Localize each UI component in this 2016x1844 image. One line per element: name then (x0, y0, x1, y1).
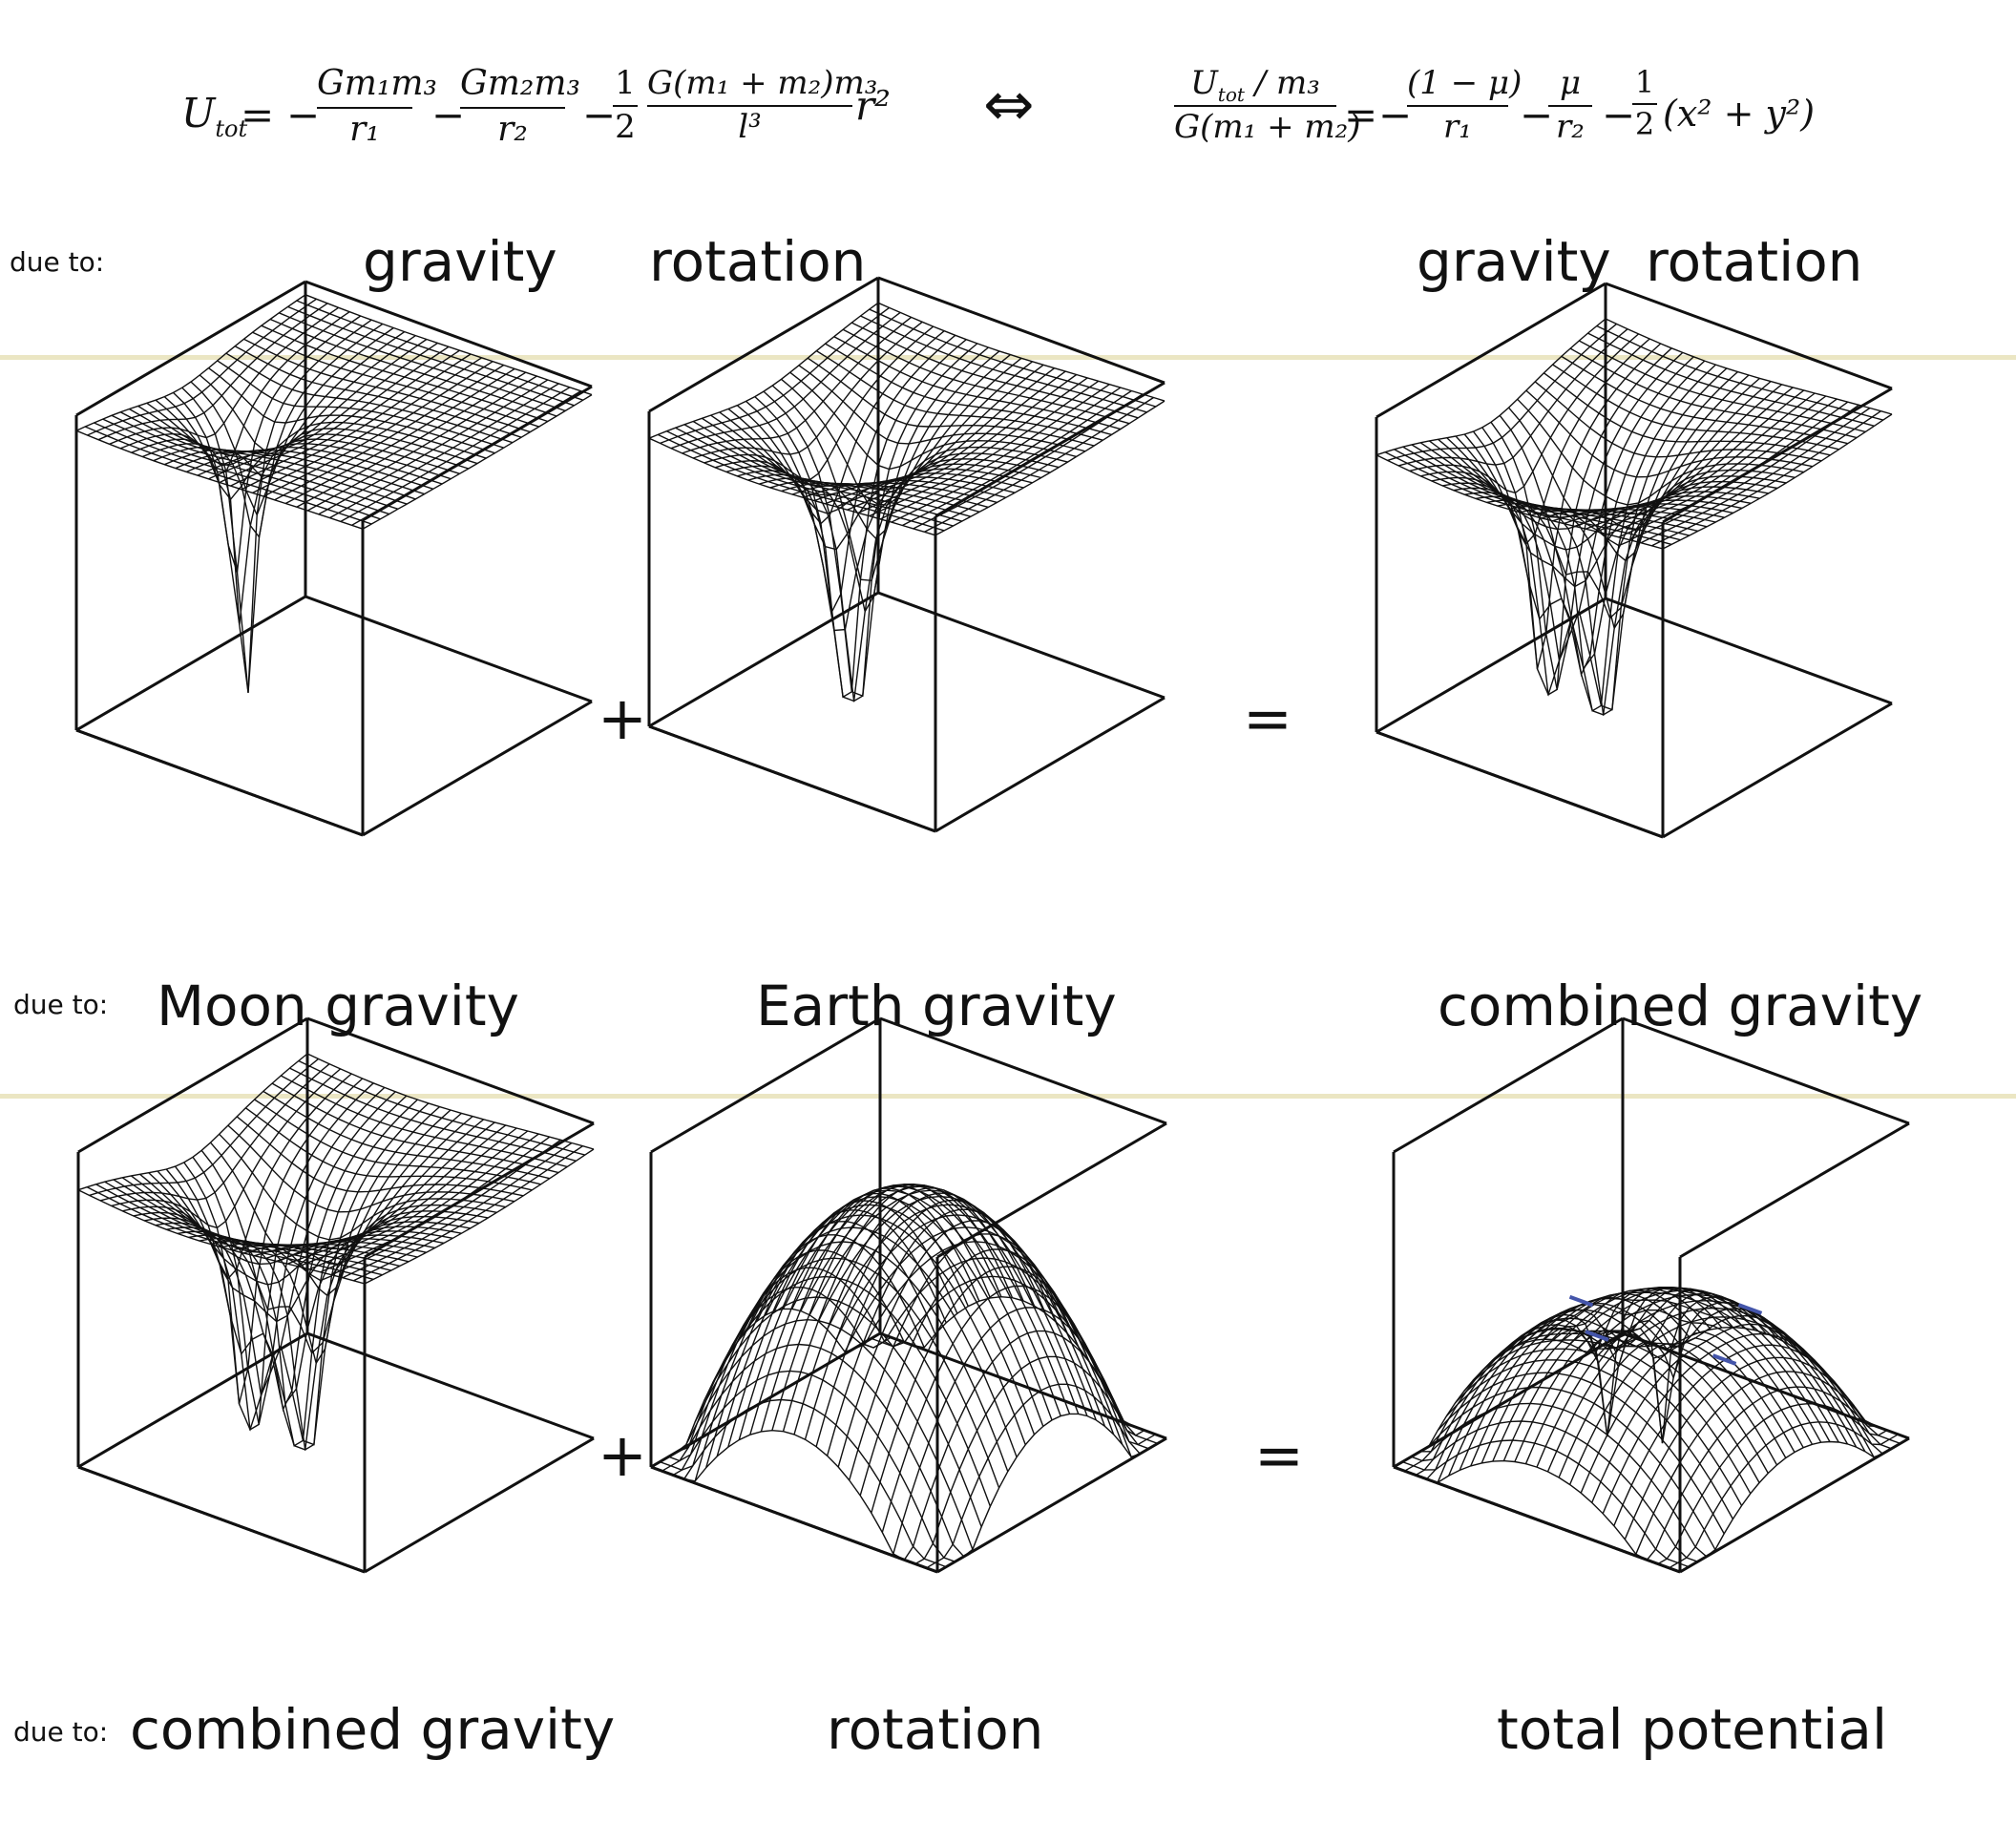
eq-right-lhs-num-sub: tot (1218, 83, 1245, 106)
eq-left-equals: = (241, 95, 274, 136)
plot-rotation (661, 1166, 1157, 1682)
eq-right-term3-coef-num: 1 (1632, 67, 1657, 97)
box-edge-front (649, 726, 935, 831)
box-edge (1394, 1018, 1623, 1152)
surface-mesh (651, 1184, 1166, 1572)
surface-mesh (78, 1054, 594, 1450)
caption-total-potential: total potential (1497, 1697, 1887, 1762)
eq-left-term3: G(m₁ + m₂)m₃ l³ (647, 67, 852, 143)
box-edge (1376, 283, 1606, 417)
eq-left-term3-coef-num: 1 (613, 67, 638, 99)
surface-mesh (1394, 1288, 1909, 1572)
plot-combined-gravity-bottom (88, 1166, 584, 1682)
due-to-label-middle: due to: (13, 989, 108, 1020)
eq-left-term1-num: Gm₁m₃ (317, 67, 412, 101)
box-edge (1680, 1123, 1909, 1257)
label-rotation-left: rotation (649, 229, 866, 294)
eq-right-term3-coef-den: 2 (1632, 109, 1657, 139)
box-edge (1663, 703, 1892, 837)
box-edge (76, 597, 305, 730)
box-edge (878, 593, 1165, 698)
equivalence-arrow: ⇔ (983, 74, 1035, 136)
eq-left-term3-sign: − (582, 95, 616, 136)
box-edge (1606, 283, 1892, 388)
caption-combined-gravity-middle: combined gravity (1438, 974, 1922, 1038)
eq-left-term2-num: Gm₂m₃ (460, 67, 565, 101)
equals-operator-middle: = (1243, 683, 1292, 753)
box-edge-front (1376, 732, 1663, 837)
eq-right-term3-sign: − (1602, 95, 1635, 136)
eq-right-term1: (1 − μ) r₁ (1407, 67, 1508, 143)
surface-mesh (649, 303, 1165, 701)
eq-left-term1: Gm₁m₃ r₁ (317, 67, 412, 147)
box-edge (935, 698, 1165, 831)
plus-operator-middle: + (598, 683, 647, 753)
surface-mesh (1376, 319, 1892, 715)
eq-right-term2: μ r₂ (1548, 67, 1592, 143)
divider-middle (0, 1094, 2016, 1099)
eq-right-term3-coef: 1 2 (1632, 67, 1657, 139)
eq-right-term2-den: r₂ (1548, 111, 1592, 143)
plot-earth-gravity (659, 426, 1155, 941)
label-gravity-right: gravity (1417, 229, 1611, 294)
box-edge (1606, 598, 1892, 703)
eq-right-term1-den: r₁ (1407, 111, 1508, 143)
box-edge-front (76, 730, 363, 835)
eq-right-term1-num: (1 − μ) (1407, 67, 1508, 99)
box-edge-front (651, 1467, 937, 1572)
eq-left-term3-coef: 1 2 (613, 67, 638, 143)
eq-left-term3-coef-den: 2 (613, 111, 638, 143)
box-edge (651, 1018, 880, 1152)
box-edge (78, 1018, 307, 1152)
box-edge-front (78, 1467, 365, 1572)
eq-left-term3-tail: r² (855, 86, 891, 126)
eq-left-term1-sign: − (286, 95, 320, 136)
due-to-label-bottom: due to: (13, 1716, 108, 1748)
box-edge (76, 282, 305, 415)
box-edge (305, 597, 592, 702)
box-edge-front (1394, 1467, 1680, 1572)
eq-right-lhs-num: U (1190, 64, 1218, 102)
caption-earth-gravity: Earth gravity (756, 974, 1117, 1038)
eq-right-lhs-num-tail: / m₃ (1245, 64, 1320, 102)
due-to-label-top: due to: (10, 246, 104, 278)
plot-moon-gravity (86, 430, 582, 945)
eq-right-term3-tail: (x² + y²) (1663, 95, 1815, 132)
label-gravity-left: gravity (363, 229, 557, 294)
eq-right-term2-num: μ (1548, 67, 1592, 99)
eq-left-term2-den: r₂ (460, 113, 565, 147)
equals-operator-bottom: = (1254, 1420, 1304, 1490)
eq-left-term1-den: r₁ (317, 113, 412, 147)
eq-left-term2: Gm₂m₃ r₂ (460, 67, 565, 147)
plus-operator-bottom: + (598, 1420, 647, 1490)
caption-combined-gravity-bottom: combined gravity (130, 1697, 615, 1762)
box-edge (365, 1438, 594, 1572)
eq-right-equals: = (1344, 95, 1377, 136)
eq-left-term3-num: G(m₁ + m₂)m₃ (647, 67, 852, 99)
eq-left-lhs: U (181, 90, 215, 136)
eq-left-term3-den: l³ (647, 111, 852, 143)
box-edge (363, 702, 592, 835)
label-rotation-right: rotation (1646, 229, 1862, 294)
plot-total-potential (1403, 1166, 1900, 1682)
box-edge (307, 1333, 594, 1438)
equation-left: Utot = − Gm₁m₃ r₁ − Gm₂m₃ r₂ − 1 2 G(m₁ … (181, 57, 907, 172)
plot-combined-gravity-middle (1386, 431, 1882, 947)
caption-rotation: rotation (827, 1697, 1043, 1762)
equation-right: Utot / m₃ G(m₁ + m₂) = − (1 − μ) r₁ − μ … (1174, 57, 1795, 172)
eq-right-lhs-den: G(m₁ + m₂) (1174, 111, 1336, 143)
eq-right-lhs: Utot / m₃ G(m₁ + m₂) (1174, 67, 1336, 143)
